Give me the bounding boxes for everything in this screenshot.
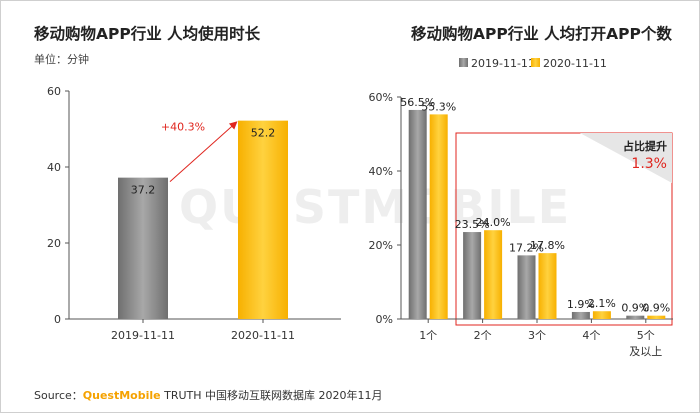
right-bar-value-label: 17.2%: [509, 241, 544, 254]
right-x-tick-label: 4个: [582, 329, 600, 342]
right-x-tick-label: 2个: [474, 329, 492, 342]
right-x-tick-label: 3个: [528, 329, 546, 342]
right-bar: [538, 253, 557, 319]
right-chart-bars: 56.5%55.3% 23.5%24.0% 17.2%17.8% 1.9%2.1% 0.…: [400, 96, 670, 319]
watermark-text: QUESTMOBILE: [179, 180, 571, 234]
callout-title: 占比提升: [623, 139, 667, 153]
source-note: Source：QuestMobile TRUTH 中国移动互联网数据库 2020…: [34, 388, 383, 402]
right-bar-value-label: 0.9%: [621, 302, 649, 315]
left-bar: [238, 120, 288, 319]
legend-swatch: [531, 58, 540, 67]
left-x-tick-label: 2019-11-11: [111, 329, 175, 342]
right-bar-value-label: 0.9%: [642, 302, 670, 315]
right-chart-title: 移动购物APP行业 人均打开APP个数: [411, 24, 672, 43]
right-bar-value-label: 23.5%: [455, 218, 490, 231]
right-x-tick-label-line2: 及以上: [629, 345, 662, 358]
left-bar-value-label: 52.2: [251, 127, 276, 140]
callout-value: 1.3%: [631, 156, 667, 172]
right-bar-value-label: 1.9%: [567, 298, 595, 311]
legend-label: 2019-11-11: [471, 57, 535, 70]
right-bar: [626, 315, 645, 319]
right-chart-legend: 2019-11-11 2020-11-11: [459, 57, 607, 70]
left-y-tick-label: 20: [47, 237, 61, 250]
left-chart-bars: 37.2 52.2 +40.3%: [118, 120, 288, 319]
left-x-tick-label: 2020-11-11: [231, 329, 295, 342]
right-bar: [571, 311, 590, 319]
source-brand: QuestMobile: [83, 389, 161, 402]
right-bar-value-label: 24.0%: [476, 216, 511, 229]
right-y-tick-label: 60%: [369, 91, 393, 104]
right-bar: [429, 114, 448, 319]
right-bar-value-label: 17.8%: [530, 239, 565, 252]
left-y-tick-label: 0: [54, 313, 61, 326]
right-x-tick-label: 1个: [419, 329, 437, 342]
growth-arrow: [169, 121, 238, 183]
left-bar-value-label: 37.2: [131, 184, 156, 197]
left-y-tick-label: 60: [47, 85, 61, 98]
right-bar: [647, 315, 666, 319]
growth-annotation: +40.3%: [161, 121, 205, 134]
right-bar-value-label: 56.5%: [400, 96, 435, 109]
left-chart-axes: 0 20 40 60 2019-11-11 2020-11-11: [47, 85, 341, 342]
right-y-tick-label: 0%: [376, 313, 393, 326]
right-y-tick-label: 20%: [369, 239, 393, 252]
right-x-tick-label: 5个: [637, 329, 655, 342]
right-bar: [517, 255, 536, 319]
source-suffix: TRUTH 中国移动互联网数据库 2020年11月: [161, 388, 383, 402]
right-y-tick-label: 40%: [369, 165, 393, 178]
left-chart-unit: 单位：分钟: [34, 52, 89, 66]
source-prefix: Source：: [34, 389, 83, 402]
legend-label: 2020-11-11: [543, 57, 607, 70]
right-bar-value-label: 55.3%: [421, 100, 456, 113]
right-bar: [592, 311, 611, 319]
left-y-tick-label: 40: [47, 161, 61, 174]
left-bar: [118, 177, 168, 319]
right-bar: [463, 232, 482, 319]
right-bar: [484, 230, 503, 319]
right-bar-value-label: 2.1%: [588, 297, 616, 310]
legend-swatch: [459, 58, 468, 67]
right-bar: [408, 109, 427, 319]
left-chart-title: 移动购物APP行业 人均使用时长: [34, 24, 261, 43]
callout-corner: [580, 133, 672, 183]
highlight-box: [455, 132, 673, 326]
